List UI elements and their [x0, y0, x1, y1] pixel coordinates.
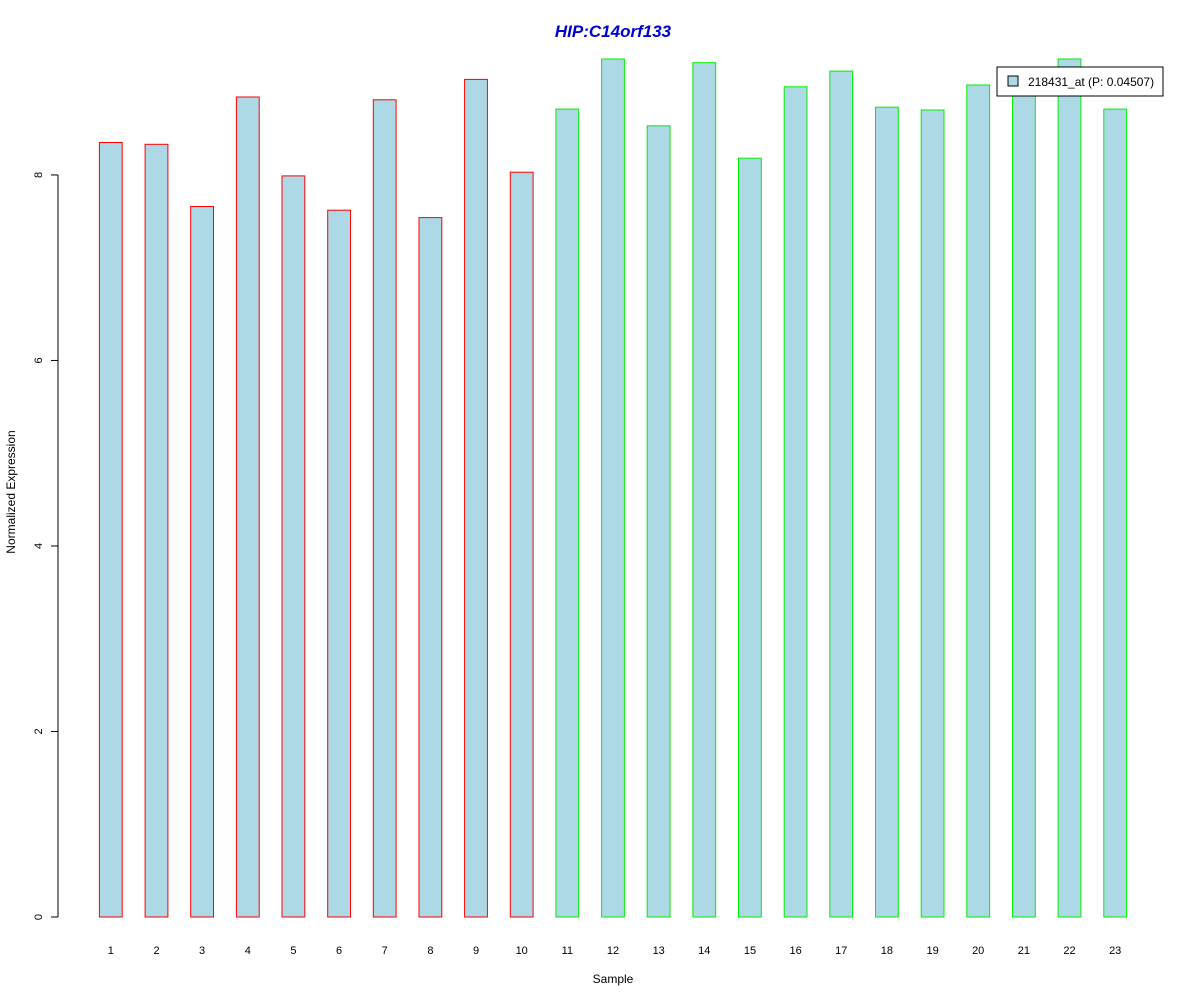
legend-entry-label: 218431_at (P: 0.04507): [1028, 75, 1154, 89]
bar-sample-23: [1103, 108, 1128, 918]
bar-sample-18: [875, 106, 899, 918]
x-tick-label: 12: [607, 945, 619, 957]
bar-sample-14: [692, 62, 717, 918]
x-tick-label: 17: [835, 945, 847, 957]
x-tick-label: 21: [1018, 945, 1030, 957]
x-tick-label: 4: [245, 945, 251, 957]
bar-sample-11: [555, 108, 580, 918]
x-tick-label: 3: [199, 945, 205, 957]
x-tick-label: 22: [1063, 945, 1075, 957]
bar-sample-7: [372, 99, 397, 918]
x-tick-label: 13: [653, 945, 665, 957]
legend: 218431_at (P: 0.04507): [996, 66, 1164, 97]
bar-sample-16: [783, 86, 808, 918]
x-tick-label: 8: [427, 945, 433, 957]
legend-swatch: [1007, 75, 1019, 87]
y-tick-label: 2: [33, 728, 45, 734]
bar-sample-4: [235, 96, 260, 918]
x-tick-label: 10: [516, 945, 528, 957]
x-axis-label: Sample: [593, 972, 634, 986]
bar-sample-15: [738, 157, 762, 918]
x-tick-label: 1: [108, 945, 114, 957]
x-tick-label: 6: [336, 945, 342, 957]
bar-sample-5: [281, 175, 306, 918]
x-tick-label: 14: [698, 945, 710, 957]
bar-sample-12: [601, 58, 625, 918]
y-tick-label: 4: [33, 543, 45, 549]
x-tick-label: 9: [473, 945, 479, 957]
x-tick-label: 20: [972, 945, 984, 957]
x-tick-label: 5: [290, 945, 296, 957]
x-tick-labels: 1 2 3 4 5 6 7 8 9 10 11 12 13 14 15 16 17 18 19 20 21 22 23: [108, 945, 1122, 957]
x-tick-label: 2: [153, 945, 159, 957]
chart-title: HIP:C14orf133: [555, 22, 672, 41]
legend-box: [996, 66, 1164, 97]
bar-sample-1: [98, 142, 123, 918]
bar-sample-2: [144, 143, 169, 918]
x-tick-label: 11: [562, 945, 573, 957]
bar-sample-10: [509, 171, 534, 918]
x-tick-label: 18: [881, 945, 893, 957]
x-tick-label: 23: [1109, 945, 1121, 957]
bar-sample-21: [1012, 89, 1036, 918]
x-tick-label: 16: [789, 945, 801, 957]
bars-group: [98, 58, 1128, 918]
x-tick-label: 7: [382, 945, 388, 957]
bar-sample-8: [418, 217, 443, 918]
bar-sample-20: [966, 84, 991, 918]
y-tick-label: 6: [33, 357, 45, 363]
x-tick-label: 15: [744, 945, 756, 957]
bar-sample-6: [327, 209, 352, 918]
y-axis: 0 2 4 6 8: [33, 172, 59, 920]
y-axis-label: Normalized Expression: [4, 430, 18, 553]
bar-sample-17: [829, 70, 854, 918]
bar-sample-13: [646, 125, 671, 918]
bar-sample-22: [1057, 58, 1082, 918]
bar-sample-3: [190, 206, 214, 918]
y-tick-label: 0: [33, 914, 45, 920]
bar-sample-19: [920, 109, 945, 918]
x-tick-label: 19: [926, 945, 938, 957]
bar-sample-9: [464, 78, 488, 918]
y-tick-label: 8: [33, 172, 45, 178]
